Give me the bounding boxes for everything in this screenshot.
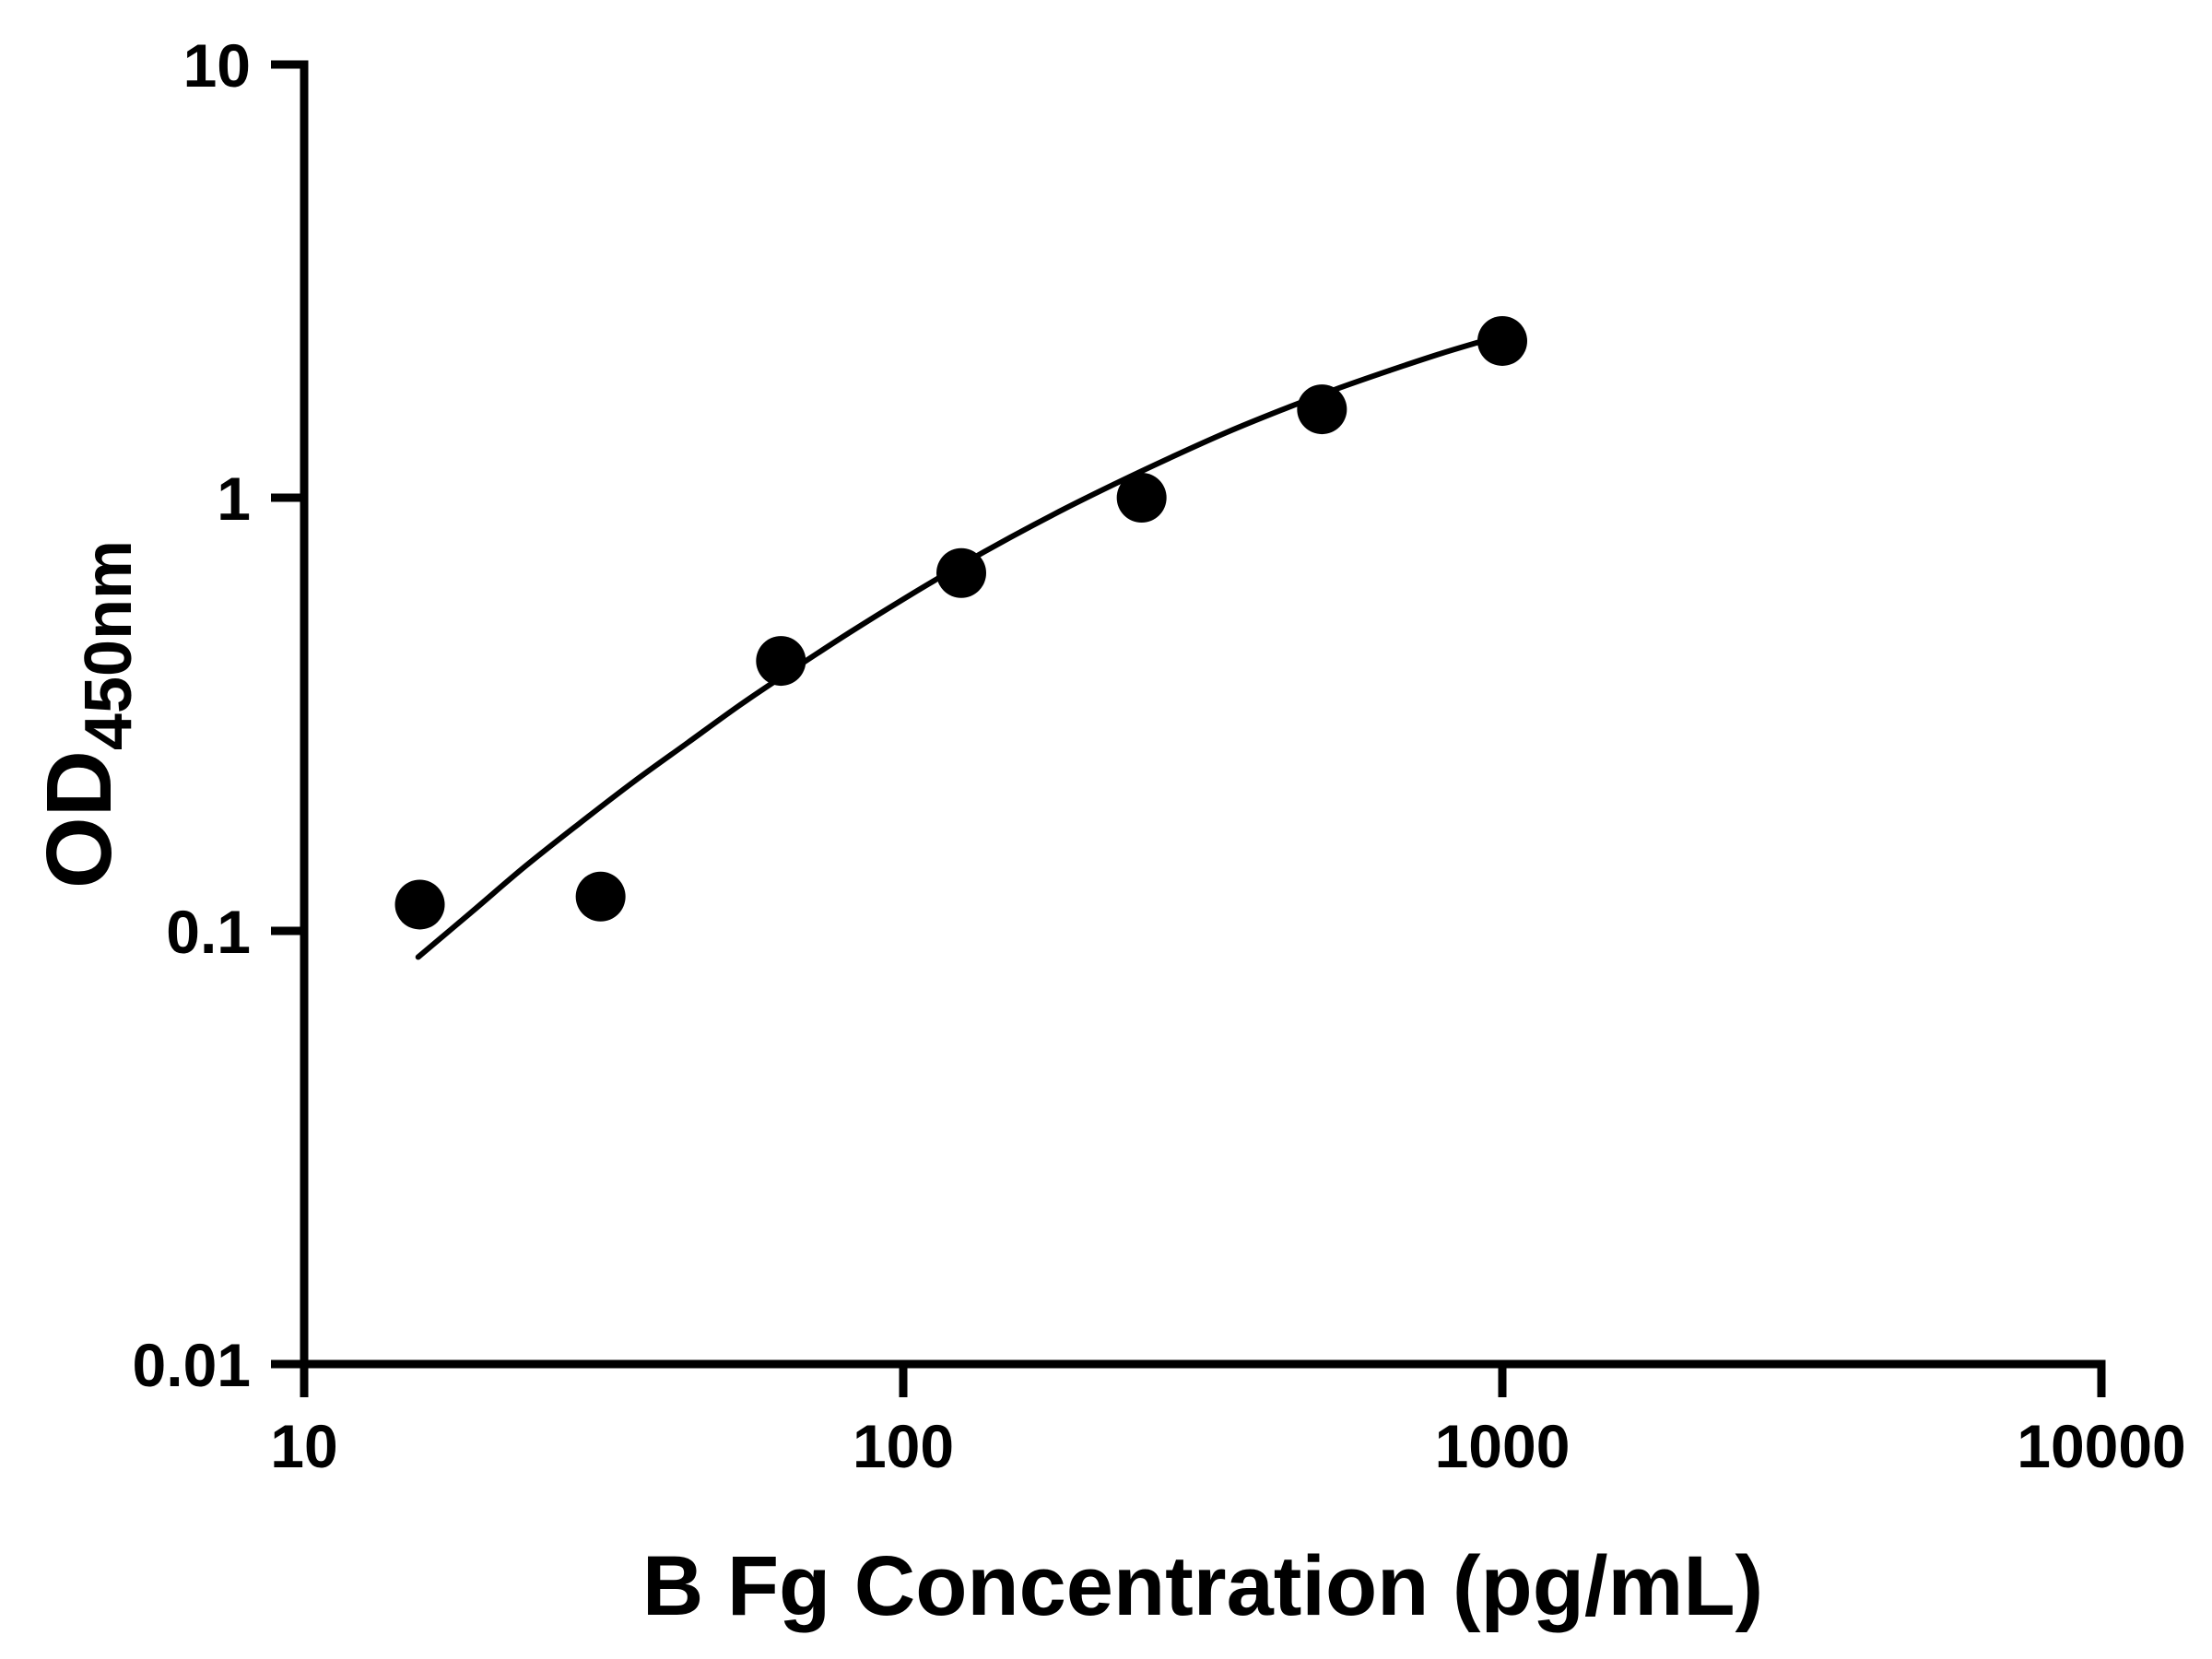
- y-axis-title-main: OD: [28, 750, 131, 888]
- fit-curve-path: [415, 332, 1505, 960]
- data-point: [575, 871, 626, 922]
- x-tick-label: 1000: [1435, 1412, 1571, 1480]
- y-tick-label: 0.01: [133, 1331, 251, 1399]
- axis-spine: [300, 60, 2106, 1369]
- data-points-layer: [394, 315, 1527, 930]
- fit-curve-layer: [415, 332, 1505, 960]
- data-point: [935, 547, 986, 598]
- data-point: [756, 636, 806, 687]
- x-tick-label: 100: [853, 1412, 954, 1480]
- data-point: [1477, 315, 1527, 366]
- y-tick-label: 10: [183, 31, 251, 100]
- axis-titles: B Fg Concentration (pg/mL) OD450nm: [28, 540, 1763, 1633]
- y-axis-title-sub: 450nm: [72, 540, 146, 750]
- axes: [271, 60, 2106, 1397]
- tick-labels-layer: 10 100 1000 10000 0.01 0.1 1 10: [133, 31, 2186, 1480]
- y-tick-label: 0.1: [166, 898, 251, 966]
- x-tick-label: 10000: [2017, 1412, 2186, 1480]
- data-point: [1116, 473, 1167, 523]
- data-point: [394, 879, 445, 930]
- y-tick-label: 1: [217, 465, 251, 533]
- x-axis-title: B Fg Concentration (pg/mL): [642, 1539, 1763, 1633]
- data-point: [1297, 384, 1347, 435]
- x-tick-label: 10: [270, 1412, 337, 1480]
- y-axis-title: OD450nm: [28, 540, 146, 888]
